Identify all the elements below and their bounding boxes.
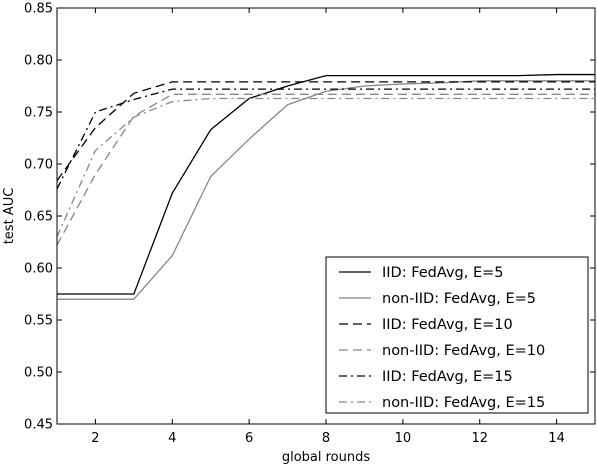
- y-tick-label: 0.50: [24, 366, 53, 381]
- x-tick-label: 6: [245, 431, 253, 446]
- legend-label: IID: FedAvg, E=5: [382, 265, 504, 281]
- y-tick-label: 0.60: [24, 262, 53, 277]
- legend-entry: IID: FedAvg, E=10: [339, 317, 513, 333]
- y-axis-label: test AUC: [2, 188, 17, 245]
- legend-label: IID: FedAvg, E=10: [382, 317, 513, 333]
- series-line-4: [56, 93, 595, 246]
- series-line-2: [57, 80, 595, 300]
- y-tick-label: 0.75: [24, 106, 53, 121]
- legend-label: non-IID: FedAvg, E=5: [382, 291, 536, 307]
- y-tick-label: 0.85: [24, 2, 53, 17]
- y-tick-label: 0.65: [24, 210, 53, 225]
- legend-entry: non-IID: FedAvg, E=15: [339, 395, 545, 411]
- legend-box: [325, 256, 589, 414]
- x-tick-label: 10: [395, 431, 412, 446]
- legend-label: IID: FedAvg, E=15: [382, 369, 513, 385]
- y-tick-label: 0.45: [24, 418, 53, 433]
- x-tick-label: 14: [548, 431, 565, 446]
- series-line-5: [56, 88, 595, 190]
- x-tick-label: 12: [471, 431, 488, 446]
- y-ticks: 0.45 0.50 0.55 0.60 0.65 0.70 0.75 0.80 0.85: [24, 2, 595, 433]
- legend-label: non-IID: FedAvg, E=10: [382, 343, 545, 359]
- legend-entries: IID: FedAvg, E=5 non-IID: FedAvg, E=5 IID:…: [339, 265, 545, 411]
- series-line-1: [57, 73, 595, 295]
- x-ticks: 2 4 6 8 10 12 14: [91, 8, 565, 446]
- x-tick-label: 2: [91, 431, 99, 446]
- x-tick-label: 8: [322, 431, 330, 446]
- legend-entry: IID: FedAvg, E=15: [339, 369, 513, 385]
- legend-entry: non-IID: FedAvg, E=10: [339, 343, 545, 359]
- y-tick-label: 0.80: [24, 54, 53, 69]
- plot-area: 2 4 6 8 10 12 14 0.450.500.550.600.650.700.750…: [24, 2, 596, 446]
- series-layer: [56, 73, 595, 300]
- x-axis-label: global rounds: [282, 450, 371, 465]
- legend-entry: IID: FedAvg, E=5: [339, 265, 504, 281]
- legend: IID: FedAvg, E=5 non-IID: FedAvg, E=5 IID:…: [325, 256, 589, 414]
- x-tick-label: 4: [168, 431, 176, 446]
- legend-label: non-IID: FedAvg, E=15: [382, 395, 545, 411]
- y-tick-label: 0.70: [24, 158, 53, 173]
- series-line-3: [56, 81, 595, 182]
- y-tick-label: 0.55: [24, 314, 53, 329]
- legend-entry: non-IID: FedAvg, E=5: [339, 291, 536, 307]
- series-line-6: [56, 97, 595, 238]
